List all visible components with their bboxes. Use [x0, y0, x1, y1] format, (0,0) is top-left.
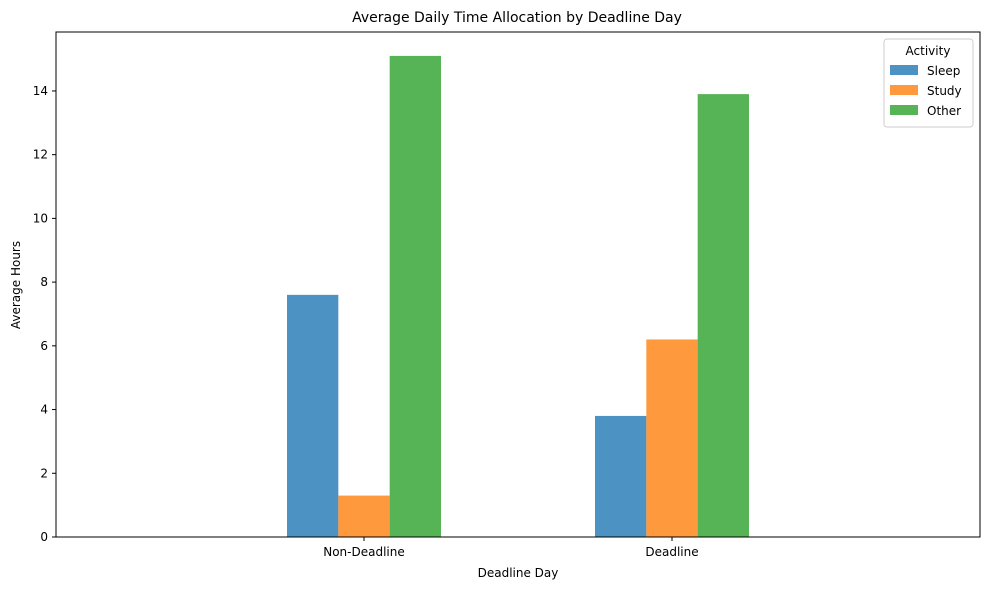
- x-tick-label: Non-Deadline: [323, 545, 405, 559]
- legend-label-sleep: Sleep: [927, 64, 960, 78]
- legend-swatch-study: [890, 85, 918, 95]
- y-tick-label: 0: [40, 530, 48, 544]
- bar-other-non-deadline: [389, 55, 441, 537]
- y-tick-label: 4: [40, 403, 48, 417]
- legend-title: Activity: [906, 44, 951, 58]
- plot-frame: [55, 31, 981, 538]
- bars-layer: [287, 55, 749, 538]
- x-axis-label: Deadline Day: [478, 566, 559, 580]
- y-tick-label: 8: [40, 275, 48, 289]
- x-axis: Non-Deadline Deadline: [323, 537, 699, 559]
- y-axis: 0 2 4 6 8 10 12 14: [33, 84, 56, 544]
- bar-study-deadline: [646, 339, 698, 537]
- y-tick-label: 2: [40, 466, 48, 480]
- legend-label-other: Other: [927, 104, 961, 118]
- bar-sleep-non-deadline: [287, 294, 339, 537]
- chart-title: Average Daily Time Allocation by Deadlin…: [352, 10, 682, 26]
- y-tick-label: 10: [33, 211, 48, 225]
- legend-swatch-other: [890, 105, 918, 115]
- legend-label-study: Study: [927, 84, 962, 98]
- y-axis-label: Average Hours: [9, 241, 23, 329]
- x-tick-label: Deadline: [645, 545, 698, 559]
- bar-study-non-deadline: [338, 495, 390, 537]
- legend: Activity Sleep Study Other: [883, 38, 974, 128]
- y-tick-label: 12: [33, 148, 48, 162]
- y-tick-label: 14: [33, 84, 48, 98]
- y-tick-label: 6: [40, 339, 48, 353]
- legend-entries: Sleep Study Other: [890, 64, 962, 118]
- bar-sleep-deadline: [595, 415, 647, 537]
- bar-other-deadline: [697, 94, 749, 538]
- legend-swatch-sleep: [890, 65, 918, 75]
